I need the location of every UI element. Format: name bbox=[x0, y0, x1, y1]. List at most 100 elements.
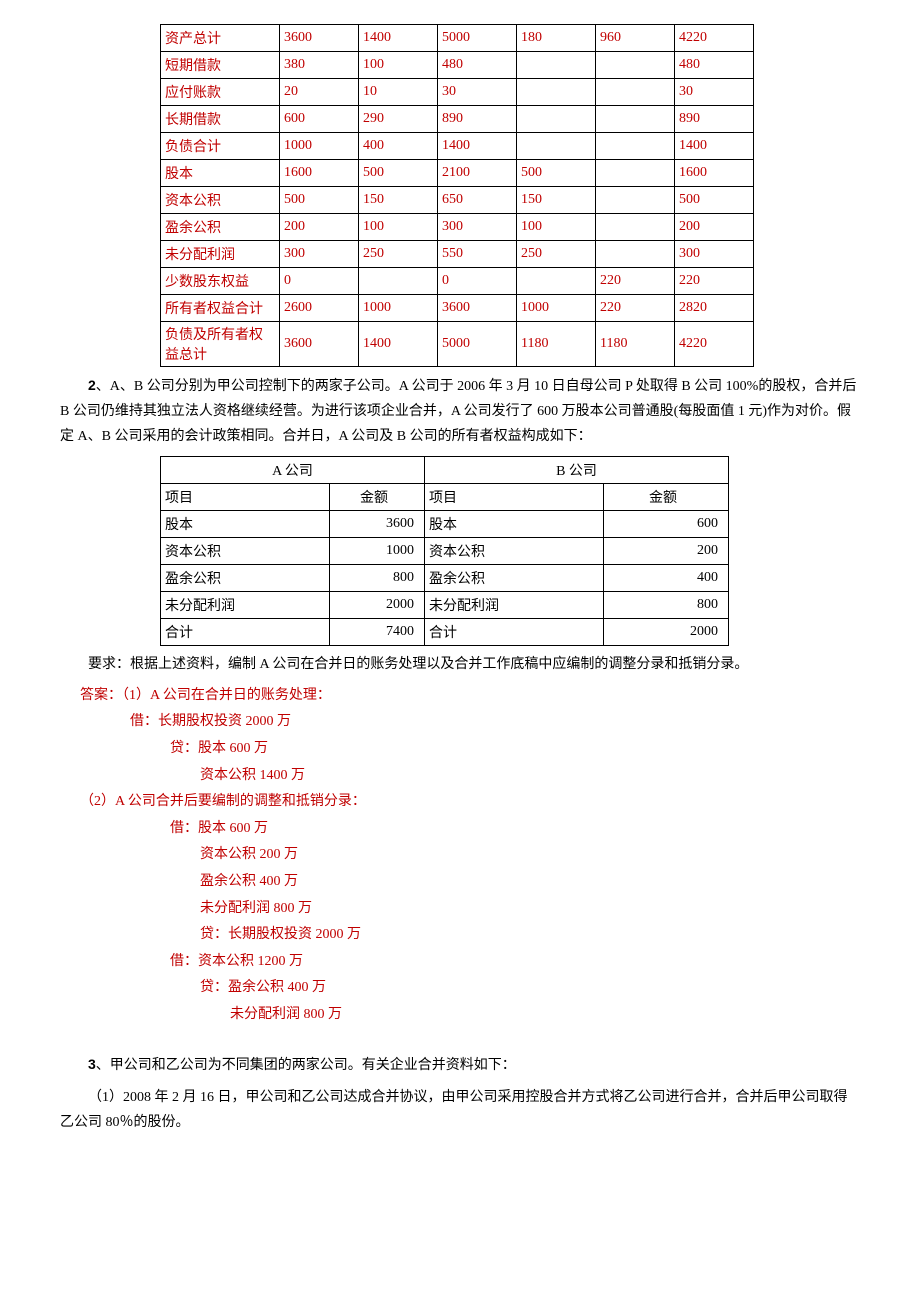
table1-cell: 1000 bbox=[280, 133, 359, 160]
equity-cell: 盈余公积 bbox=[161, 564, 330, 591]
equity-header-b: B 公司 bbox=[425, 456, 729, 483]
table1-cell: 100 bbox=[359, 52, 438, 79]
table1-cell bbox=[517, 106, 596, 133]
table1-cell bbox=[359, 268, 438, 295]
equity-cell: 7400 bbox=[330, 618, 425, 645]
sub-a-item: 项目 bbox=[161, 483, 330, 510]
equity-cell: 2000 bbox=[604, 618, 729, 645]
table1-cell: 3600 bbox=[280, 25, 359, 52]
table1-cell bbox=[596, 106, 675, 133]
table1-cell: 1000 bbox=[359, 295, 438, 322]
sub-a-amt: 金额 bbox=[330, 483, 425, 510]
table1-cell bbox=[596, 133, 675, 160]
equity-table: A 公司 B 公司 项目 金额 项目 金额 股本3600股本600资本公积100… bbox=[160, 456, 729, 646]
table1-cell: 550 bbox=[438, 241, 517, 268]
table1-cell: 480 bbox=[675, 52, 754, 79]
table1-cell: 220 bbox=[675, 268, 754, 295]
equity-cell: 3600 bbox=[330, 510, 425, 537]
table1-cell: 500 bbox=[359, 160, 438, 187]
table1-cell: 300 bbox=[675, 241, 754, 268]
equity-cell: 800 bbox=[330, 564, 425, 591]
table1-cell: 1000 bbox=[517, 295, 596, 322]
table1-cell: 250 bbox=[517, 241, 596, 268]
table1-cell: 300 bbox=[438, 214, 517, 241]
answer-block: 答案：（1）A 公司在合并日的账务处理： 借：长期股权投资 2000 万 贷：股… bbox=[80, 683, 860, 1029]
table1-cell: 4220 bbox=[675, 25, 754, 52]
table1-cell: 300 bbox=[280, 241, 359, 268]
equity-cell: 200 bbox=[604, 537, 729, 564]
table1-cell: 500 bbox=[675, 187, 754, 214]
table1-cell bbox=[596, 52, 675, 79]
table1-cell: 长期借款 bbox=[161, 106, 280, 133]
ans-p2-title: （2）A 公司合并后要编制的调整和抵销分录： bbox=[80, 789, 860, 816]
table1-cell: 250 bbox=[359, 241, 438, 268]
table1-cell: 1400 bbox=[438, 133, 517, 160]
table1-cell: 150 bbox=[359, 187, 438, 214]
ans-p2-l1: 借：股本 600 万 bbox=[80, 816, 860, 843]
table1-cell: 100 bbox=[517, 214, 596, 241]
ans-p1-l3: 资本公积 1400 万 bbox=[80, 763, 860, 790]
table1-cell: 1400 bbox=[675, 133, 754, 160]
ans-p2-l2: 资本公积 200 万 bbox=[80, 842, 860, 869]
table1-cell: 1600 bbox=[675, 160, 754, 187]
q2-intro: 2、A、B 公司分别为甲公司控制下的两家子公司。A 公司于 2006 年 3 月… bbox=[60, 373, 860, 450]
table1-cell bbox=[596, 79, 675, 106]
table1-cell: 所有者权益合计 bbox=[161, 295, 280, 322]
ans-p2-l3: 盈余公积 400 万 bbox=[80, 869, 860, 896]
table1-cell: 3600 bbox=[280, 322, 359, 367]
equity-cell: 资本公积 bbox=[161, 537, 330, 564]
table1-cell: 2100 bbox=[438, 160, 517, 187]
table1-cell: 应付账款 bbox=[161, 79, 280, 106]
table1-cell bbox=[596, 187, 675, 214]
table1-cell: 20 bbox=[280, 79, 359, 106]
table1-cell: 500 bbox=[280, 187, 359, 214]
equity-cell: 资本公积 bbox=[425, 537, 604, 564]
table1-cell bbox=[517, 79, 596, 106]
table1-cell: 290 bbox=[359, 106, 438, 133]
table1-cell bbox=[596, 241, 675, 268]
q2-requirement: 要求：根据上述资料，编制 A 公司在合并日的账务处理以及合并工作底稿中应编制的调… bbox=[60, 652, 860, 677]
equity-cell: 2000 bbox=[330, 591, 425, 618]
table1-cell: 200 bbox=[675, 214, 754, 241]
equity-cell: 400 bbox=[604, 564, 729, 591]
equity-cell: 未分配利润 bbox=[161, 591, 330, 618]
table1-cell: 600 bbox=[280, 106, 359, 133]
table1-cell: 未分配利润 bbox=[161, 241, 280, 268]
ans-p2-l8: 未分配利润 800 万 bbox=[80, 1002, 860, 1029]
table1-cell: 1180 bbox=[596, 322, 675, 367]
table1-cell: 资本公积 bbox=[161, 187, 280, 214]
equity-cell: 合计 bbox=[425, 618, 604, 645]
q3-intro-text: 、甲公司和乙公司为不同集团的两家公司。有关企业合并资料如下： bbox=[96, 1058, 516, 1073]
ans-p1-l2: 贷：股本 600 万 bbox=[80, 736, 860, 763]
table1-cell bbox=[596, 160, 675, 187]
sub-b-amt: 金额 bbox=[604, 483, 729, 510]
table1-cell: 1180 bbox=[517, 322, 596, 367]
table1-cell: 短期借款 bbox=[161, 52, 280, 79]
table1-cell: 890 bbox=[675, 106, 754, 133]
table1-cell: 890 bbox=[438, 106, 517, 133]
table1-cell: 资产总计 bbox=[161, 25, 280, 52]
equity-cell: 800 bbox=[604, 591, 729, 618]
table1-cell: 股本 bbox=[161, 160, 280, 187]
table1-cell: 5000 bbox=[438, 25, 517, 52]
table1-cell: 650 bbox=[438, 187, 517, 214]
equity-cell: 1000 bbox=[330, 537, 425, 564]
table1-cell: 负债及所有者权益总计 bbox=[161, 322, 280, 367]
table1-cell: 220 bbox=[596, 295, 675, 322]
table1-cell: 30 bbox=[675, 79, 754, 106]
q3-p1: （1）2008 年 2 月 16 日，甲公司和乙公司达成合并协议，由甲公司采用控… bbox=[60, 1085, 860, 1135]
equity-header-a: A 公司 bbox=[161, 456, 425, 483]
table1-cell: 2820 bbox=[675, 295, 754, 322]
table1-cell: 200 bbox=[280, 214, 359, 241]
table1-cell bbox=[596, 214, 675, 241]
table1-cell bbox=[517, 268, 596, 295]
table1-cell: 100 bbox=[359, 214, 438, 241]
table1-cell: 960 bbox=[596, 25, 675, 52]
table1-cell: 少数股东权益 bbox=[161, 268, 280, 295]
table1-cell: 2600 bbox=[280, 295, 359, 322]
ans-p1-title: 答案：（1）A 公司在合并日的账务处理： bbox=[80, 683, 860, 710]
table1-cell: 150 bbox=[517, 187, 596, 214]
table1-cell: 负债合计 bbox=[161, 133, 280, 160]
table1-cell bbox=[517, 52, 596, 79]
equity-cell: 未分配利润 bbox=[425, 591, 604, 618]
